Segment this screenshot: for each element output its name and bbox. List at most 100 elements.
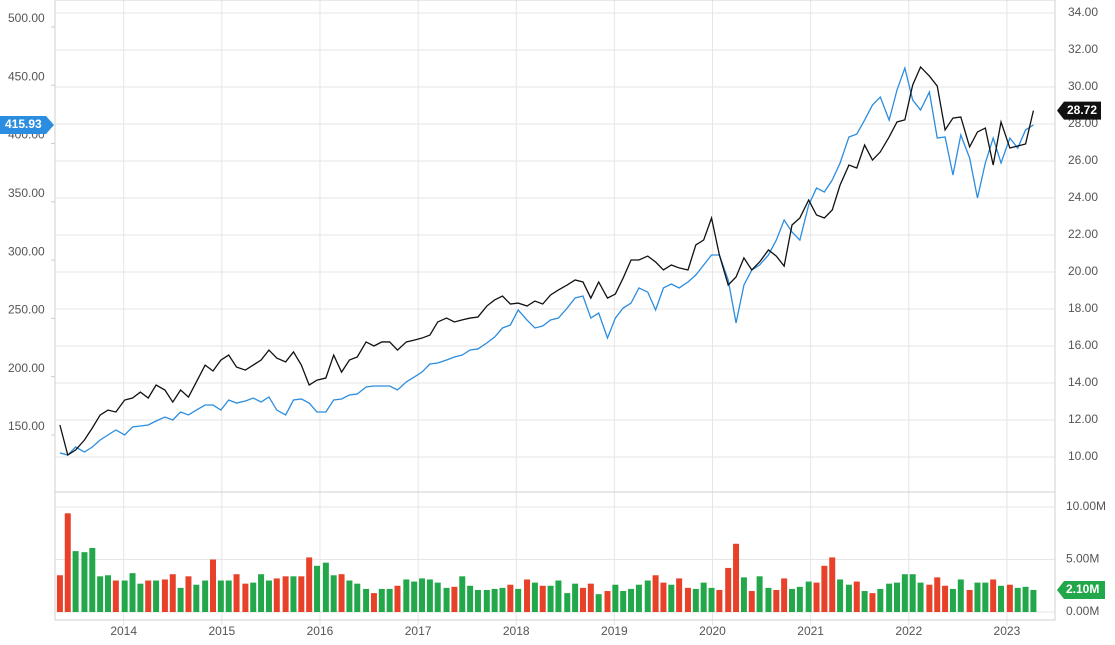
y2-tick-label: 12.00 (1068, 412, 1098, 426)
volume-bar (547, 585, 554, 613)
volume-bar (942, 585, 949, 613)
y2-tick-label: 24.00 (1068, 190, 1098, 204)
volume-bar (290, 576, 297, 613)
volume-bar (378, 588, 385, 613)
volume-bar (692, 588, 699, 613)
volume-bar (733, 543, 740, 613)
volume-bar (668, 584, 675, 613)
volume-bar (273, 578, 280, 613)
volume-bar (242, 583, 249, 613)
volume-bar (877, 588, 884, 613)
volume-bar (1030, 589, 1037, 613)
volume-bar (112, 580, 119, 613)
y2-tick-label: 32.00 (1068, 42, 1098, 56)
volume-bar (555, 580, 562, 613)
volume-bar (837, 579, 844, 613)
y-tick-label: 200.00 (8, 361, 45, 375)
volume-bar (894, 582, 901, 613)
y2-tick-label: 14.00 (1068, 375, 1098, 389)
panel-frame (54, 491, 1056, 621)
volume-bar (966, 589, 973, 613)
volume-bar (426, 579, 433, 613)
last-value-label: 415.93 (5, 117, 42, 131)
volume-bar (853, 581, 860, 613)
y2-tick-label: 18.00 (1068, 301, 1098, 315)
volume-bar (845, 584, 852, 613)
volume-bar (524, 579, 531, 613)
y-tick-label: 450.00 (8, 69, 45, 83)
y2-tick-label: 10.00 (1068, 449, 1098, 463)
volume-bar (595, 594, 602, 613)
volume-bar (434, 582, 441, 613)
volume-bar (298, 576, 305, 613)
volume-bar (499, 587, 506, 613)
volume-bar (225, 580, 232, 613)
volume-bar (306, 557, 313, 613)
volume-bar (403, 579, 410, 613)
panel-frame (54, 0, 1056, 493)
volume-bar (564, 593, 571, 613)
volume-bar (604, 591, 611, 613)
volume-bar (81, 552, 88, 613)
volume-bar (700, 582, 707, 613)
volume-bar (917, 582, 924, 613)
volume-bar (370, 593, 377, 613)
volume-bar (394, 585, 401, 613)
y-tick-label: 500.00 (8, 11, 45, 25)
volume-bar (363, 588, 370, 613)
volume-bar (748, 591, 755, 613)
volume-bar (813, 582, 820, 613)
x-tick-label: 2020 (699, 624, 726, 638)
volume-bar (129, 573, 136, 613)
volume-bar (1022, 586, 1029, 613)
volume-bar (612, 584, 619, 613)
x-tick-label: 2014 (110, 624, 137, 638)
y2-tick-label: 30.00 (1068, 79, 1098, 93)
x-tick-label: 2017 (405, 624, 432, 638)
y2-tick-label: 34.00 (1068, 5, 1098, 19)
last-volume-label: 2.10M (1066, 582, 1099, 596)
volume-bar (1014, 587, 1021, 613)
volume-bar (982, 582, 989, 613)
volume-bar (185, 576, 192, 613)
volume-bar (957, 579, 964, 613)
volume-bar (708, 587, 715, 613)
last-value-badge (0, 115, 54, 134)
volume-bar (676, 578, 683, 613)
volume-bar (765, 587, 772, 613)
y-tick-label: 5.00M (1066, 552, 1099, 566)
volume-bar (250, 582, 257, 613)
volume-bar (467, 585, 474, 613)
volume-bar (443, 587, 450, 613)
x-tick-label: 2015 (208, 624, 235, 638)
volume-bar (805, 581, 812, 613)
y2-tick-label: 26.00 (1068, 153, 1098, 167)
volume-bar (258, 574, 265, 613)
volume-bar (620, 591, 627, 613)
y-tick-label: 250.00 (8, 303, 45, 317)
volume-bar (628, 588, 635, 613)
last-value-label: 28.72 (1067, 103, 1097, 117)
volume-bar (483, 589, 490, 613)
volume-bar (346, 580, 353, 613)
volume-bar (282, 576, 289, 613)
volume-bar (386, 588, 393, 613)
y2-tick-label: 20.00 (1068, 264, 1098, 278)
volume-bar (716, 589, 723, 613)
volume-bar (209, 559, 216, 613)
volume-bar (121, 580, 128, 613)
volume-bar (137, 583, 144, 613)
volume-bar (491, 588, 498, 613)
y-tick-label: 350.00 (8, 186, 45, 200)
volume-bar (539, 585, 546, 613)
volume-bar (531, 582, 538, 613)
volume-bar (990, 579, 997, 613)
volume-bar (788, 588, 795, 613)
volume-bar (861, 591, 868, 613)
volume-bar (161, 579, 168, 613)
volume-bar (773, 589, 780, 613)
x-tick-label: 2019 (601, 624, 628, 638)
volume-bar (756, 576, 763, 613)
volume-bar (926, 584, 933, 613)
